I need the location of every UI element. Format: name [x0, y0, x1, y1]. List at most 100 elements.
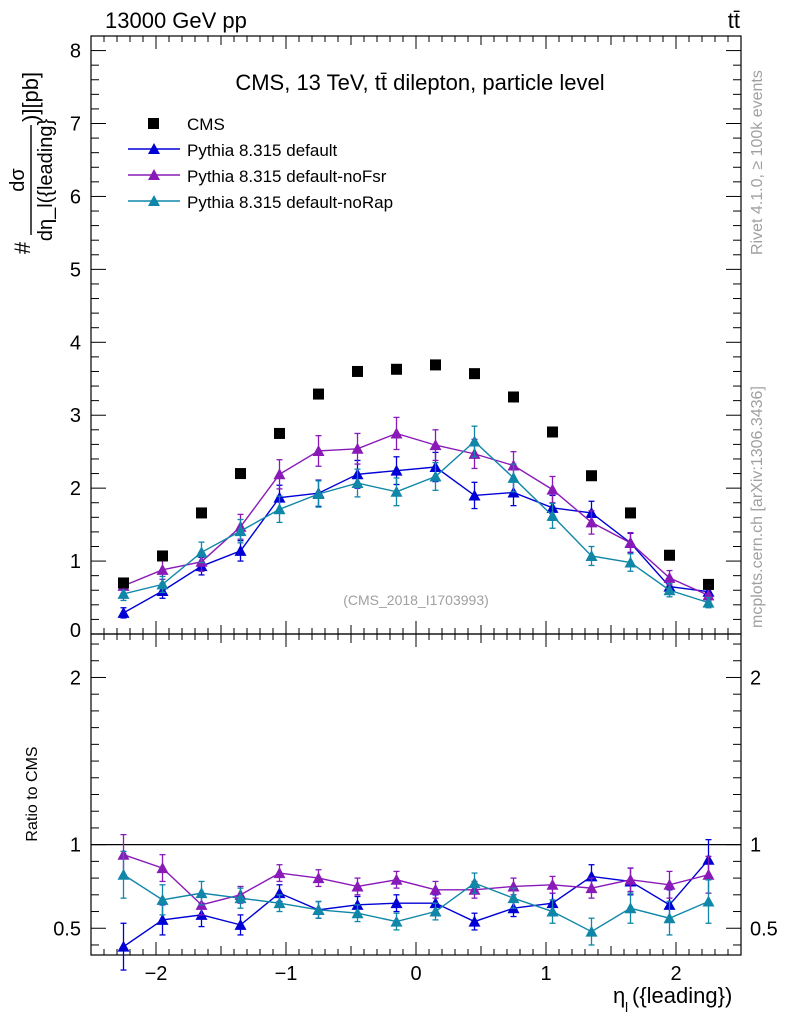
cms-data-point	[235, 468, 246, 480]
ratio-2-point	[546, 905, 559, 917]
series-1-point	[585, 516, 598, 528]
energy-label: 13000 GeV pp	[105, 8, 247, 33]
ratio-2-point	[312, 903, 325, 915]
legend-marker-norap	[148, 195, 160, 206]
ratio-1-point	[624, 873, 637, 885]
legend-label-norap: Pythia 8.315 default-noRap	[187, 193, 393, 212]
ratio-1-point	[663, 878, 676, 890]
cms-data-point	[469, 368, 480, 380]
series-1-point	[429, 439, 442, 451]
legend-label-nofsr: Pythia 8.315 default-noFsr	[187, 167, 387, 186]
y-tick-label-top: 4	[70, 332, 81, 354]
cms-data-point	[196, 507, 207, 519]
cms-data-point	[508, 391, 519, 403]
series-2-point	[585, 549, 598, 561]
series-1-point	[273, 468, 286, 480]
series-2-point	[273, 503, 286, 515]
series-2-point	[312, 487, 325, 499]
ratio-2-point	[117, 868, 130, 880]
x-tick-label: −2	[145, 963, 168, 985]
ratio-panel-frame	[90, 633, 742, 956]
series-2-point	[234, 525, 247, 537]
cms-data-point	[547, 426, 558, 438]
ratio-axis-ticks: −2 −1 0 1 2 0.5 0.5 1 1 2 2	[53, 634, 778, 985]
y-tick-label-top: 3	[70, 405, 81, 427]
series-2-point	[702, 596, 715, 608]
ratio-2-point	[156, 893, 169, 905]
ratio-1-point	[546, 878, 559, 890]
cms-data-point	[625, 507, 636, 519]
analysis-label: (CMS_2018_I1703993)	[343, 592, 489, 608]
ratio-1-point	[585, 882, 598, 894]
series-2-point	[117, 587, 130, 599]
y-tick-label-ratio-right: 2	[750, 667, 761, 689]
series-1-point	[312, 444, 325, 456]
ratio-1-point	[273, 867, 286, 879]
ratio-1-point	[312, 872, 325, 884]
ratio-0-point	[117, 940, 130, 952]
series-2-point	[195, 546, 208, 558]
cms-data-point	[586, 470, 597, 482]
mcplots-label: mcplots.cern.ch [arXiv:1306.3436]	[749, 386, 766, 628]
series-line-0	[123, 466, 709, 614]
y-tick-label-ratio-right: 1	[750, 835, 761, 857]
y-label-hash: #	[10, 241, 35, 254]
series-1-point	[624, 536, 637, 548]
y-tick-label-top: 7	[70, 114, 81, 136]
x-axis-label: η l ({leading})	[613, 983, 732, 1015]
series-1-point	[351, 442, 364, 454]
legend: CMS Pythia 8.315 default Pythia 8.315 de…	[128, 115, 393, 212]
ratio-0-point	[468, 915, 481, 927]
x-tick-label: 1	[540, 963, 551, 985]
series-0-point	[468, 489, 481, 501]
legend-marker-cms	[148, 118, 159, 129]
series-2-point	[390, 485, 403, 497]
series-0-point	[117, 606, 130, 618]
y-axis-label-top: # dσ dη_l({leading} )][pb]	[7, 72, 57, 254]
cms-data-point	[352, 365, 363, 377]
series-1-point	[546, 483, 559, 495]
y-tick-label-top: 2	[70, 478, 81, 500]
cms-data-point	[391, 363, 402, 375]
x-tick-label: −1	[275, 963, 298, 985]
ratio-0-point	[390, 897, 403, 909]
series-2-point	[468, 435, 481, 447]
ratio-2-point	[195, 887, 208, 899]
series-2-point	[429, 470, 442, 482]
y-label-denominator: dη_l({leading}	[35, 119, 57, 242]
chart-title: CMS, 13 TeV, tt̄ dilepton, particle leve…	[235, 70, 604, 95]
ratio-2-point	[624, 902, 637, 914]
rivet-label: Rivet 4.1.0, ≥ 100k events	[749, 70, 766, 255]
legend-marker-nofsr	[148, 169, 160, 180]
ratio-0-point	[156, 913, 169, 925]
ratio-line-0	[123, 859, 710, 948]
cms-data-point	[430, 359, 441, 371]
ratio-0-point	[234, 918, 247, 930]
series-line-1	[123, 432, 709, 596]
main-series	[117, 359, 715, 619]
ratio-2-point	[234, 892, 247, 904]
ratio-2-point	[351, 907, 364, 919]
y-label-suffix: )][pb]	[18, 72, 43, 122]
series-2-point	[624, 556, 637, 568]
ratio-1-point	[390, 873, 403, 885]
y-tick-label-top: 8	[70, 41, 81, 63]
cms-data-point	[313, 388, 324, 400]
series-2-point	[507, 471, 520, 483]
ratio-series	[117, 833, 715, 971]
ratio-2-point	[507, 892, 520, 904]
series-2-point	[351, 477, 364, 489]
y-axis-label-ratio: Ratio to CMS	[24, 746, 41, 841]
cms-data-point	[274, 427, 285, 439]
x-label-rest: ({leading})	[632, 983, 732, 1008]
legend-label-cms: CMS	[187, 115, 225, 134]
ratio-1-point	[702, 868, 715, 880]
ratio-line-1	[123, 854, 709, 906]
series-0-point	[390, 464, 403, 476]
y-tick-label-top: 6	[70, 186, 81, 208]
y-tick-label-ratio: 1	[70, 835, 81, 857]
ratio-2-point	[468, 877, 481, 889]
x-label-main: η	[613, 983, 625, 1008]
series-2-point	[546, 509, 559, 521]
